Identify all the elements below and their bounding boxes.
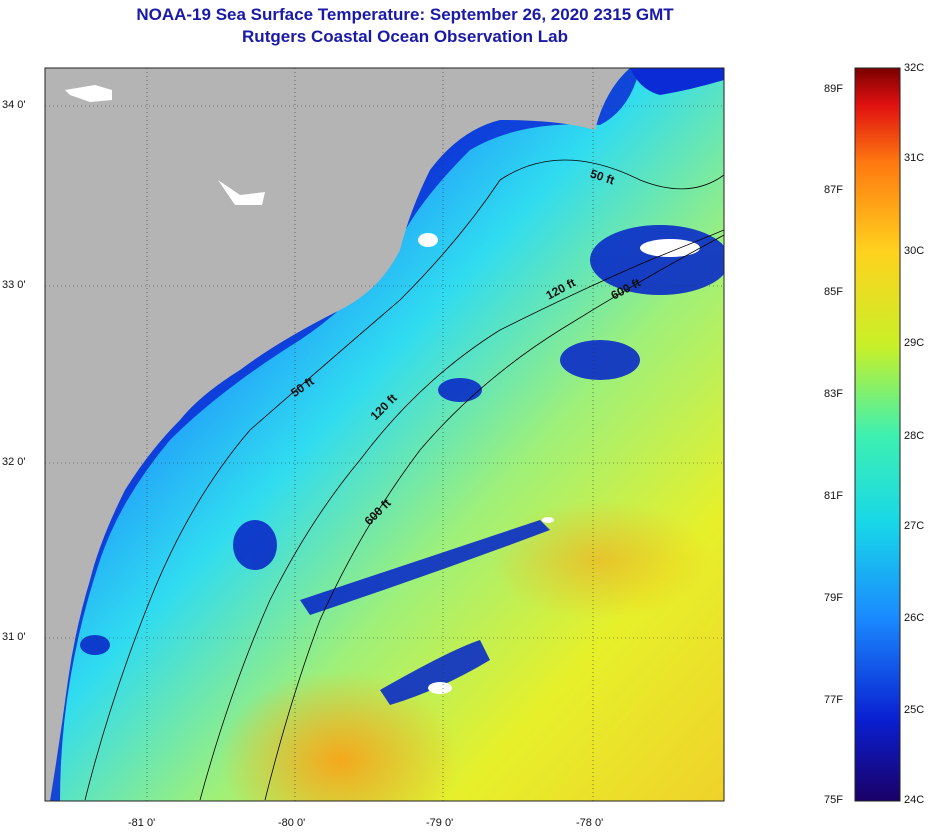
colorbar-f-label: 75F (824, 794, 843, 806)
latitude-label: 31 0' (2, 631, 26, 643)
longitude-label: -78 0' (576, 817, 604, 829)
map-frame (44, 67, 725, 802)
colorbar-c-label: 31C (904, 152, 925, 164)
isobath-lines (84, 159, 724, 801)
colorbar-f-label: 89F (824, 83, 843, 95)
longitude-label: -79 0' (426, 817, 454, 829)
warm-water-patch (220, 670, 460, 801)
coastal-water (630, 68, 724, 95)
warm-water-patch (490, 500, 710, 620)
latitude-label: 32 0' (2, 456, 26, 468)
colorbar-f-label: 85F (824, 286, 843, 298)
land-mass (45, 68, 630, 801)
color-scale-bar (854, 67, 901, 802)
colorbar-f-label: 77F (824, 694, 843, 706)
colorbar-c-label: 26C (904, 612, 925, 624)
colorbar-c-label: 25C (904, 704, 925, 716)
map-subtitle: Rutgers Coastal Ocean Observation Lab (242, 27, 568, 46)
longitude-label: -81 0' (128, 817, 156, 829)
colorbar-c-label: 28C (904, 430, 925, 442)
colorbar-f-label: 87F (824, 184, 843, 196)
colorbar-c-label: 27C (904, 520, 925, 532)
map-title: NOAA-19 Sea Surface Temperature: Septemb… (136, 5, 674, 24)
latitude-label: 34 0' (2, 99, 26, 111)
longitude-label: -80 0' (278, 817, 306, 829)
colorbar-f-label: 83F (824, 388, 843, 400)
colorbar-c-label: 30C (904, 245, 925, 257)
colorbar-f-label: 81F (824, 490, 843, 502)
colorbar-c-label: 29C (904, 337, 925, 349)
colorbar-c-label: 32C (904, 62, 925, 74)
colorbar-c-label: 24C (904, 794, 925, 806)
latitude-label: 33 0' (2, 279, 26, 291)
colorbar-f-label: 79F (824, 592, 843, 604)
cloud-mask (65, 85, 700, 694)
